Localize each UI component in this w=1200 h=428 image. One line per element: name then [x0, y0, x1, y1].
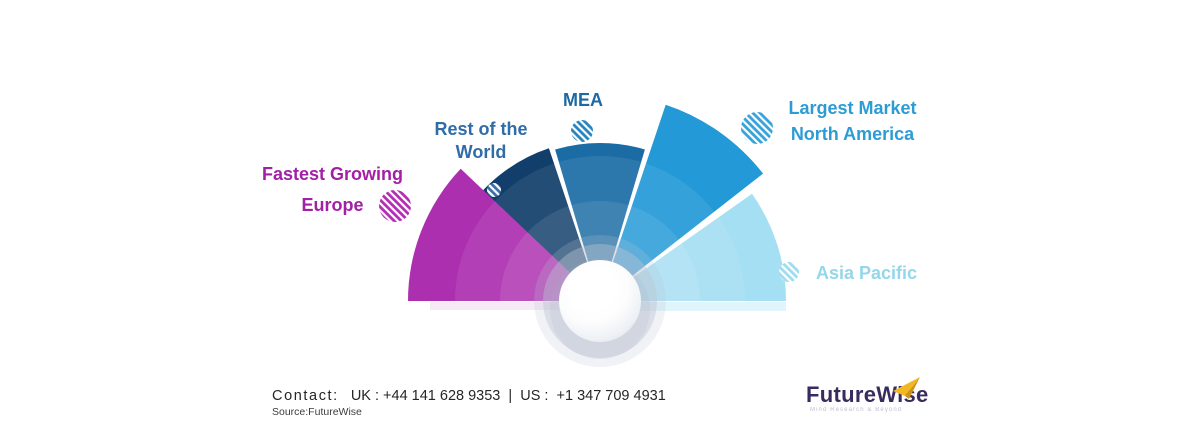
wedge-rest_of_world: [469, 148, 600, 301]
hub-highlight: [567, 266, 621, 320]
futurewise-logo: FutureWise: [806, 377, 929, 408]
europe-dot-icon: [379, 190, 411, 222]
label-asia-pacific: Asia Pacific: [815, 263, 918, 283]
baseline-reflection: [603, 302, 786, 311]
baseline-reflection: [430, 302, 597, 310]
contact-line: Contact: UK : +44 141 628 9353 | US : +1 …: [272, 388, 666, 404]
source-credit: Source:FutureWise: [272, 406, 362, 418]
wedge-europe: [408, 168, 600, 301]
north_america-dot-icon: [741, 112, 773, 144]
europe-label: Europe: [301, 194, 364, 215]
asia_pacific-dot-icon: [779, 262, 799, 282]
north-america-label: North America: [790, 124, 915, 144]
rest_of_world-dot-icon: [487, 183, 501, 197]
wedge-asia_pacific: [600, 193, 786, 301]
north-america-annotation: Largest Market: [788, 98, 917, 118]
contact-label: Contact:: [272, 388, 339, 404]
mea-dot-icon: [571, 120, 593, 142]
label-north-america: Largest Market North America: [770, 95, 935, 147]
label-rest-of-world: Rest of the World: [434, 119, 528, 162]
contact-numbers: UK : +44 141 628 9353 | US : +1 347 709 …: [350, 388, 666, 404]
logo-tagline: Mind Research & Beyond: [810, 407, 903, 413]
europe-annotation: Fastest Growing: [261, 164, 404, 184]
label-europe: Fastest Growing Europe: [240, 164, 425, 217]
label-mea: MEA: [563, 90, 603, 110]
paper-plane-icon: [893, 377, 920, 399]
wedge-north_america: [600, 104, 764, 301]
wedge-mea: [555, 142, 645, 301]
